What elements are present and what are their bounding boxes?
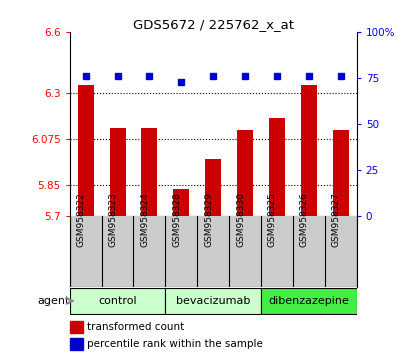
Text: percentile rank within the sample: percentile rank within the sample (87, 339, 262, 349)
Bar (141, 128, 157, 216)
Title: GDS5672 / 225762_x_at: GDS5672 / 225762_x_at (133, 18, 293, 31)
Text: GSM958322: GSM958322 (76, 192, 85, 247)
Text: GSM958330: GSM958330 (236, 192, 245, 247)
Text: bevacizumab: bevacizumab (175, 296, 250, 306)
Bar (205, 159, 220, 216)
Text: GSM958323: GSM958323 (108, 192, 117, 247)
Bar (261, 288, 356, 314)
Bar (77, 85, 93, 216)
Text: GSM958324: GSM958324 (140, 192, 149, 247)
Bar (268, 118, 284, 216)
Bar (236, 130, 252, 216)
Bar (109, 128, 125, 216)
Bar (300, 85, 316, 216)
Text: transformed count: transformed count (87, 322, 184, 332)
Text: GSM958326: GSM958326 (299, 192, 308, 247)
Text: dibenzazepine: dibenzazepine (268, 296, 348, 306)
Bar (173, 189, 189, 216)
Bar (70, 338, 82, 350)
Text: agent: agent (37, 296, 70, 306)
Text: GSM958328: GSM958328 (172, 192, 181, 247)
Bar (70, 288, 165, 314)
Text: GSM958329: GSM958329 (204, 192, 213, 247)
Text: control: control (98, 296, 137, 306)
Text: GSM958325: GSM958325 (267, 192, 276, 247)
Bar (165, 288, 261, 314)
Text: GSM958327: GSM958327 (331, 192, 340, 247)
Bar (70, 321, 82, 333)
Bar (332, 130, 348, 216)
